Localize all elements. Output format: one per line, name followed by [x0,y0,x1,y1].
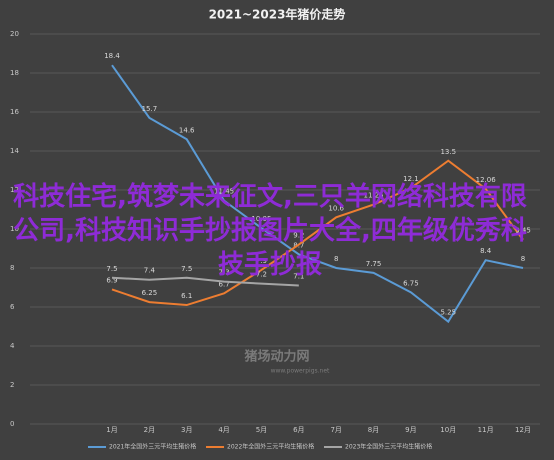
chart-title: 2021~2023年猪价走势 [209,7,346,22]
x-tick-label: 8月 [368,426,379,434]
y-tick-label: 0 [10,420,14,428]
data-label: 7.9 [256,257,267,265]
y-tick-label: 8 [10,264,14,272]
x-tick-label: 12月 [515,426,531,434]
x-tick-label: 5月 [256,426,267,434]
data-label: 7.2 [256,271,267,279]
x-tick-label: 7月 [330,426,341,434]
y-tick-label: 6 [10,303,15,311]
data-label: 7.4 [144,267,156,275]
data-label: 11.25 [364,192,384,200]
y-tick-label: 20 [10,30,19,38]
legend-label: 2022年全国外三元平均生猪价格 [227,443,314,451]
data-label: 10.05 [251,215,271,223]
logo: 猪场动力网 [243,349,309,365]
x-tick-label: 4月 [218,426,229,434]
data-label: 7.5 [181,265,192,273]
logo-url: www.powerpigs.net [271,368,330,375]
data-label: 13.5 [440,148,456,156]
data-label: 12.06 [476,176,497,184]
series-line [111,64,524,324]
data-label: 7.1 [293,273,304,281]
data-label: 7.5 [106,265,117,273]
watermark-box: 科技住宅,筑梦未来征文,三只羊网络科技有限公司,科技知识手抄报图片大全,四年级优… [13,182,527,280]
data-label: 11.45 [214,188,234,196]
x-tick-label: 2月 [144,426,155,434]
data-label: 6.9 [106,276,117,284]
legend-label: 2023年全国外三元平均生猪价格 [345,443,432,451]
y-tick-label: 18 [10,69,19,77]
data-label: 15.7 [142,105,158,113]
data-label: 7.3 [219,269,230,277]
data-label: 8 [521,255,525,263]
data-label: 8.4 [480,247,492,255]
data-label: 6.25 [142,289,158,297]
series-line [111,159,524,307]
x-tick-label: 9月 [405,426,416,434]
watermark: 科技住宅,筑梦未来征文,三只羊网络科技有限公司,科技知识手抄报图片大全,四年级优… [13,182,527,280]
y-tick-label: 2 [10,381,14,389]
data-label: 7.75 [366,260,382,268]
x-tick-label: 6月 [293,426,304,434]
data-label: 8 [334,255,338,263]
y-tick-label: 10 [10,225,19,233]
x-tick-label: 1月 [106,426,117,434]
y-tick-label: 14 [10,147,19,155]
data-label: 12.1 [403,175,419,183]
data-label: 9.45 [515,227,531,235]
series-line [111,276,299,287]
y-tick-label: 4 [10,342,15,350]
y-tick-label: 12 [10,186,19,194]
data-label: 10.6 [328,204,344,212]
x-tick-label: 11月 [478,426,494,434]
data-label: 6.1 [181,292,192,300]
data-label: 6.7 [219,280,230,288]
x-tick-label: 3月 [181,426,192,434]
data-label: 18.4 [104,52,120,60]
x-tick-label: 10月 [440,426,456,434]
legend-label: 2021年全国外三元平均生猪价格 [109,443,196,451]
y-tick-label: 16 [10,108,19,116]
data-label: 5.25 [440,309,456,317]
data-label: 9.2 [293,232,304,240]
data-label: 6.75 [403,279,419,287]
data-label: 14.6 [179,126,195,134]
